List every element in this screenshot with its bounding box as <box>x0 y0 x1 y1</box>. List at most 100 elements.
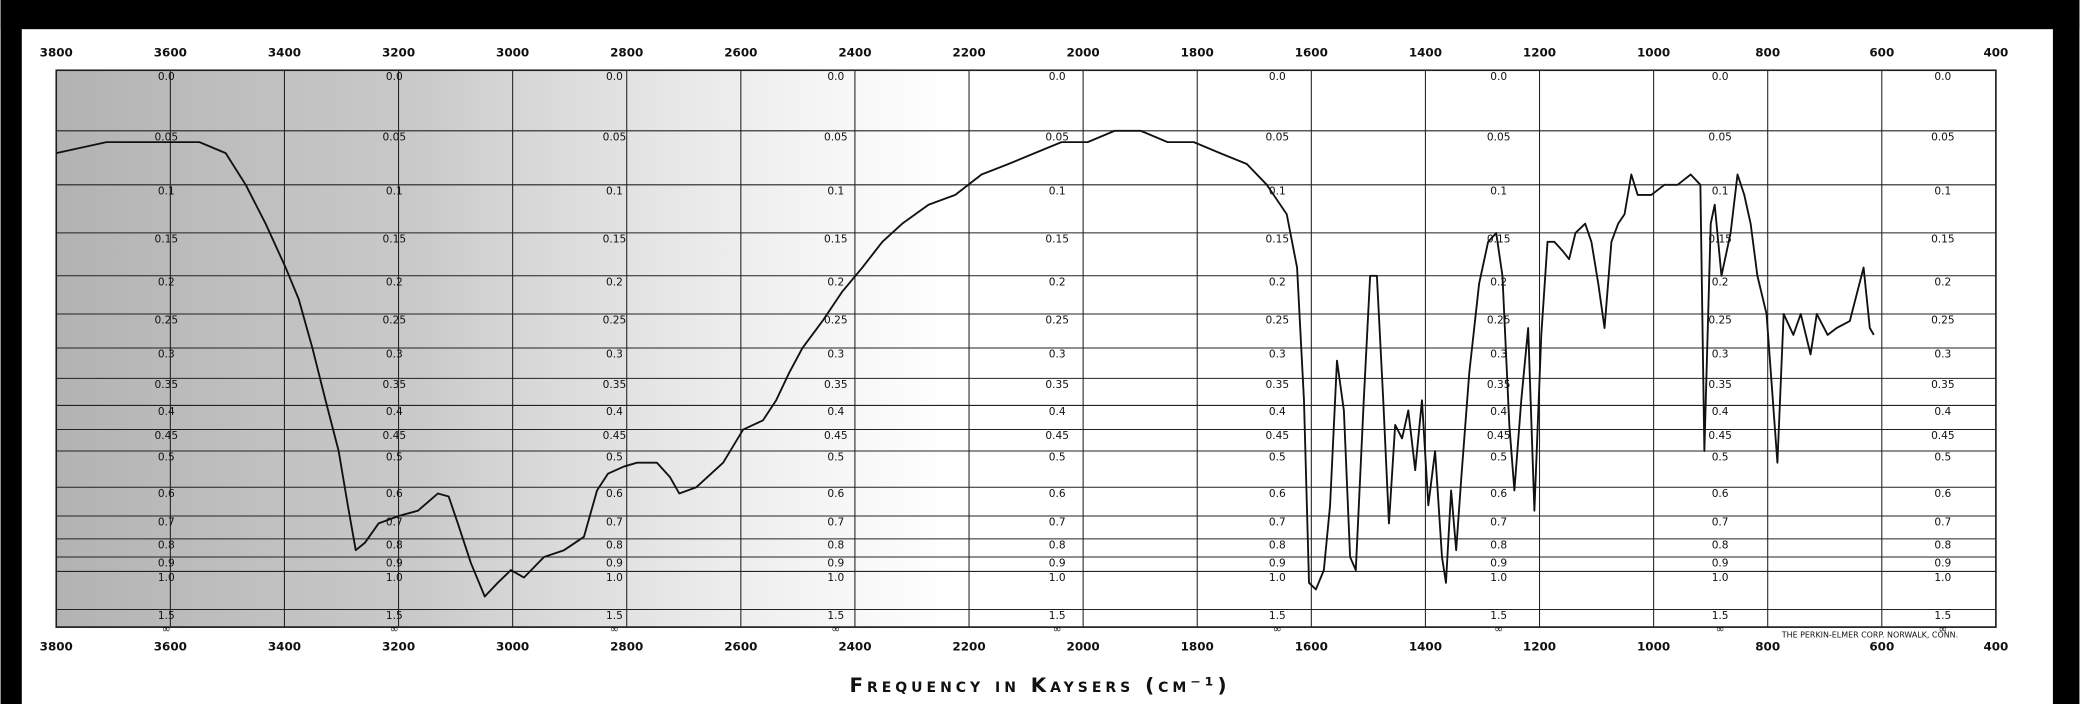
y-tick-label: 0.05 <box>1266 131 1290 143</box>
x-tick-label: 3600 <box>154 639 187 653</box>
y-tick-label: 0.25 <box>824 315 848 327</box>
y-tick-label: 0.4 <box>158 406 175 418</box>
y-tick-label: 0.6 <box>827 488 844 500</box>
y-tick-label: 0.7 <box>1712 517 1729 529</box>
x-tick-label: 800 <box>1755 46 1780 60</box>
y-tick-label: ∞ <box>390 624 399 636</box>
y-tick-label: 0.9 <box>827 558 844 570</box>
y-tick-label: 0.6 <box>1712 488 1729 500</box>
y-tick-label: 0.9 <box>1712 558 1729 570</box>
y-tick-label: 0.2 <box>1490 276 1507 288</box>
x-tick-label: 3200 <box>382 639 415 653</box>
y-tick-label: 0.4 <box>386 406 403 418</box>
y-tick-label: 0.7 <box>1490 517 1507 529</box>
y-tick-label: 0.45 <box>824 430 848 442</box>
y-tick-label: 0.35 <box>1487 379 1511 391</box>
y-tick-label: 1.5 <box>158 610 175 622</box>
y-tick-label: 1.5 <box>1049 610 1066 622</box>
y-tick-label: 0.15 <box>603 234 627 246</box>
y-tick-label: 0.45 <box>1045 430 1069 442</box>
y-tick-label: 0.45 <box>603 430 627 442</box>
x-tick-label: 2400 <box>838 639 871 653</box>
y-tick-label: 0.05 <box>155 131 179 143</box>
y-tick-label: 1.5 <box>1934 610 1951 622</box>
y-tick-label: 0.25 <box>1931 315 1955 327</box>
y-tick-label: 0.5 <box>1049 452 1066 464</box>
y-tick-label: 0.1 <box>606 185 623 197</box>
x-tick-label: 2200 <box>952 639 985 653</box>
y-tick-label: 0.0 <box>1934 71 1951 83</box>
x-tick-label: 2800 <box>610 46 643 60</box>
y-tick-label: 0.4 <box>1269 406 1286 418</box>
x-tick-label: 2600 <box>724 46 757 60</box>
y-tick-label: 0.05 <box>824 131 848 143</box>
y-tick-label: 0.4 <box>606 406 623 418</box>
x-tick-label: 600 <box>1869 46 1894 60</box>
y-tick-label: 0.7 <box>158 517 175 529</box>
y-tick-label: 0.1 <box>386 185 403 197</box>
y-tick-label: 0.0 <box>1269 71 1286 83</box>
x-tick-label: 1200 <box>1523 639 1556 653</box>
x-tick-label: 3600 <box>154 46 187 60</box>
y-tick-label: 0.3 <box>1490 349 1507 361</box>
y-tick-label: 0.8 <box>1269 539 1286 551</box>
frame-top <box>0 0 2080 30</box>
y-tick-label: 0.6 <box>1269 488 1286 500</box>
y-tick-label: 0.5 <box>1269 452 1286 464</box>
y-tick-label: 0.05 <box>383 131 407 143</box>
y-tick-label: 0.5 <box>386 452 403 464</box>
x-tick-label: 1600 <box>1295 46 1328 60</box>
y-tick-label: 0.35 <box>1266 379 1290 391</box>
y-tick-label: 1.5 <box>606 610 623 622</box>
x-tick-label: 3800 <box>40 639 73 653</box>
y-tick-label: 0.6 <box>606 488 623 500</box>
x-tick-label: 3200 <box>382 46 415 60</box>
y-tick-label: 0.3 <box>1934 349 1951 361</box>
y-tick-label: 1.0 <box>386 572 403 584</box>
y-tick-label: ∞ <box>1716 624 1725 636</box>
y-tick-label: 0.4 <box>1049 406 1066 418</box>
y-tick-label: 0.2 <box>827 276 844 288</box>
x-tick-label: 3800 <box>40 46 73 60</box>
y-tick-label: 0.05 <box>1708 131 1732 143</box>
y-tick-label: 0.5 <box>606 452 623 464</box>
y-tick-label: 0.9 <box>606 558 623 570</box>
y-tick-label: 0.9 <box>1490 558 1507 570</box>
x-tick-label: 1800 <box>1181 639 1214 653</box>
y-tick-label: 0.9 <box>386 558 403 570</box>
x-tick-label: 3000 <box>496 46 529 60</box>
y-tick-label: 0.2 <box>386 276 403 288</box>
y-tick-label: 0.35 <box>155 379 179 391</box>
y-tick-label: 0.25 <box>1045 315 1069 327</box>
y-tick-label: 0.45 <box>1487 430 1511 442</box>
y-tick-label: 0.15 <box>824 234 848 246</box>
y-tick-label: 0.45 <box>1266 430 1290 442</box>
y-tick-label: 0.15 <box>1708 234 1732 246</box>
y-tick-label: 0.35 <box>1931 379 1955 391</box>
y-tick-label: 0.25 <box>1708 315 1732 327</box>
y-tick-label: 0.3 <box>1269 349 1286 361</box>
y-tick-label: 0.15 <box>1931 234 1955 246</box>
y-tick-label: 0.6 <box>1934 488 1951 500</box>
frame-left <box>0 0 22 704</box>
y-tick-label: 0.45 <box>155 430 179 442</box>
y-tick-label: 0.8 <box>1490 539 1507 551</box>
x-tick-label: 2400 <box>838 46 871 60</box>
y-tick-label: 1.5 <box>827 610 844 622</box>
y-tick-label: ∞ <box>1938 624 1947 636</box>
y-tick-label: 1.5 <box>1269 610 1286 622</box>
x-tick-label: 3400 <box>268 46 301 60</box>
y-tick-label: 0.1 <box>1049 185 1066 197</box>
y-tick-label: ∞ <box>610 624 619 636</box>
y-tick-label: 0.8 <box>606 539 623 551</box>
spectrum-line <box>56 129 1875 598</box>
frame-right <box>2052 0 2080 704</box>
y-tick-label: 1.0 <box>827 572 844 584</box>
y-tick-label: 0.2 <box>1712 276 1729 288</box>
y-tick-label: 0.1 <box>1490 185 1507 197</box>
y-tick-label: 0.7 <box>606 517 623 529</box>
y-tick-label: 0.45 <box>383 430 407 442</box>
x-tick-label: 1000 <box>1637 46 1670 60</box>
chart-shading <box>56 70 958 628</box>
y-tick-label: 0.15 <box>155 234 179 246</box>
